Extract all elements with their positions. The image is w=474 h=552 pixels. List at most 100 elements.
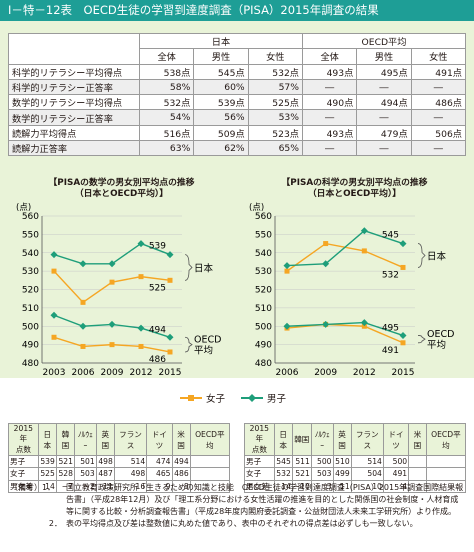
sub-header-row: 全体 男性 女性 全体 男性 女性 bbox=[9, 48, 467, 65]
small-table-cell: 499 bbox=[332, 467, 352, 481]
small-header-label-line: 2015年 bbox=[13, 424, 33, 443]
data-point bbox=[50, 311, 58, 319]
data-point bbox=[360, 227, 368, 235]
x-tick-label: 2009 bbox=[101, 368, 124, 378]
small-table-cell: 487 bbox=[95, 467, 115, 481]
small-table-row: 男女差 14 −7 −2 11 16 9 8 bbox=[8, 479, 231, 493]
end-label-oecd-female: 486 bbox=[149, 355, 166, 365]
small-header-label-line: 点数 bbox=[251, 445, 267, 454]
small-table-cell: 14 bbox=[273, 479, 293, 493]
y-tick-label: 550 bbox=[255, 230, 272, 240]
group-label-oecd-line2: 平均 bbox=[427, 339, 446, 351]
data-point bbox=[79, 260, 87, 268]
data-point bbox=[283, 262, 291, 270]
series-line bbox=[286, 323, 404, 344]
table-cell: 523点 bbox=[247, 124, 303, 142]
small-table-cell: 491 bbox=[382, 467, 410, 481]
small-table-cell: 525 bbox=[37, 467, 57, 481]
small-header-row: 2015年 点数 日本 韓国 ﾉﾙｳｪｰ 英国 フランス ドイツ 米国 OECD平均 bbox=[8, 423, 231, 456]
small-table-cell: 503 bbox=[310, 467, 334, 481]
y-tick-label: 500 bbox=[255, 322, 272, 332]
math-chart-plot: (点) 480 490 500 510 520 530 540 550 560 2003 2006 20… bbox=[16, 203, 221, 378]
table-cell: 490点 bbox=[301, 94, 358, 111]
data-point bbox=[399, 240, 407, 248]
data-point bbox=[108, 260, 116, 268]
row-label: 科学的リテラシー平均得点 bbox=[8, 63, 140, 80]
science-chart: 【PISAの科学の男女別平均点の推移 （日本とOECD平均）】 (点) 480 49… bbox=[247, 178, 462, 394]
table-cell: 57% bbox=[247, 78, 303, 96]
small-column-header: 韓国 bbox=[55, 423, 75, 456]
y-tick-label: 510 bbox=[255, 304, 272, 314]
small-row-label: 男女差 bbox=[244, 479, 275, 493]
legend-male-swatch bbox=[241, 394, 264, 402]
table-cell: 493点 bbox=[301, 63, 358, 80]
table-cell: ― bbox=[356, 140, 412, 157]
data-point bbox=[108, 320, 116, 328]
table-cell: 65% bbox=[247, 140, 303, 157]
math-country-table: 2015年 点数 日本 韓国 ﾉﾙｳｪｰ 英国 フランス ドイツ 米国 OECD平均 男子 539 52… bbox=[8, 423, 231, 493]
data-point bbox=[137, 324, 145, 332]
small-table-cell: −7 bbox=[55, 479, 75, 493]
y-axis-unit: (点) bbox=[249, 203, 264, 213]
end-label-oecd-female: 491 bbox=[382, 346, 399, 356]
data-point bbox=[322, 260, 330, 268]
small-table-cell: 474 bbox=[146, 454, 173, 469]
science-chart-title-line2: （日本とOECD平均）】 bbox=[307, 189, 402, 199]
note-1-text: 国立教育政策研究所「生きるための知識と技能 OECD生徒の学習到達度調査（PIS… bbox=[66, 483, 464, 516]
data-point bbox=[399, 331, 407, 339]
small-column-header: OECD平均 bbox=[189, 423, 231, 456]
small-column-header: ﾉﾙｳｪｰ bbox=[73, 423, 97, 456]
end-label-oecd-male: 495 bbox=[382, 323, 399, 333]
oecd-bracket bbox=[184, 336, 193, 353]
small-table-cell: 9 bbox=[146, 479, 173, 493]
end-label-jp-female: 525 bbox=[149, 283, 166, 293]
data-point bbox=[400, 340, 406, 346]
small-table-cell: 500 bbox=[382, 454, 410, 469]
row-label: 科学的リテラシー正答率 bbox=[8, 78, 140, 96]
small-table-cell bbox=[408, 454, 427, 469]
series-line bbox=[286, 321, 404, 337]
small-table-row: 女子 525 528 503 487 498 465 486 bbox=[8, 467, 231, 481]
small-table-cell: −10 bbox=[291, 479, 312, 493]
small-column-header: 英国 bbox=[332, 423, 352, 456]
table-cell: 516点 bbox=[138, 124, 195, 142]
data-point bbox=[166, 333, 174, 341]
data-point bbox=[360, 319, 368, 327]
row-label: 読解力平均得点 bbox=[8, 124, 140, 142]
table-row: 数学的リテラシー平均得点 532点 539点 525点 490点 494点 486点 bbox=[8, 94, 467, 111]
table-cell: ― bbox=[301, 109, 358, 126]
data-point bbox=[322, 320, 330, 328]
y-tick-label: 490 bbox=[255, 341, 272, 351]
table-row: 科学的リテラシー正答率 58% 60% 57% ― ― ― bbox=[8, 78, 467, 96]
data-point bbox=[51, 268, 57, 274]
science-chart-title: 【PISAの科学の男女別平均点の推移 （日本とOECD平均）】 bbox=[247, 178, 462, 200]
table-cell: 525点 bbox=[247, 94, 303, 111]
data-point bbox=[138, 343, 144, 349]
data-point bbox=[284, 268, 290, 274]
data-point bbox=[167, 349, 173, 355]
small-column-header: 日本 bbox=[273, 423, 293, 456]
page-title-bar: Ⅰ－特－12表 OECD生徒の学習到達度調査（PISA）2015年調査の結果 bbox=[0, 0, 474, 21]
table-cell: ― bbox=[356, 78, 412, 96]
small-table-cell bbox=[425, 467, 467, 481]
y-tick-label: 520 bbox=[255, 286, 272, 296]
small-table-row: 男女差 14 −10 3 11 10 4 bbox=[244, 479, 467, 493]
y-tick-label: 540 bbox=[22, 249, 39, 259]
small-table-cell bbox=[408, 467, 427, 481]
y-tick-label: 560 bbox=[255, 212, 272, 222]
group-header-japan: 日本 bbox=[139, 32, 303, 50]
table-row: 科学的リテラシー平均得点 538点 545点 532点 493点 495点 491点 bbox=[8, 63, 467, 80]
note-1-key: （備考）1． bbox=[10, 483, 56, 492]
data-point bbox=[80, 343, 86, 349]
small-table-cell: 511 bbox=[291, 454, 312, 469]
y-tick-label: 540 bbox=[255, 249, 272, 259]
group-label-oecd-line1: OECD bbox=[427, 329, 454, 340]
small-table-cell: 486 bbox=[171, 467, 191, 481]
small-column-header: OECD平均 bbox=[425, 423, 467, 456]
small-table-cell: 532 bbox=[273, 467, 293, 481]
small-table-cell: 504 bbox=[350, 467, 384, 481]
end-label-jp-male: 545 bbox=[382, 231, 399, 241]
japan-bracket bbox=[184, 254, 193, 281]
small-column-header: 米国 bbox=[171, 423, 191, 456]
y-axis-unit: (点) bbox=[16, 203, 31, 213]
